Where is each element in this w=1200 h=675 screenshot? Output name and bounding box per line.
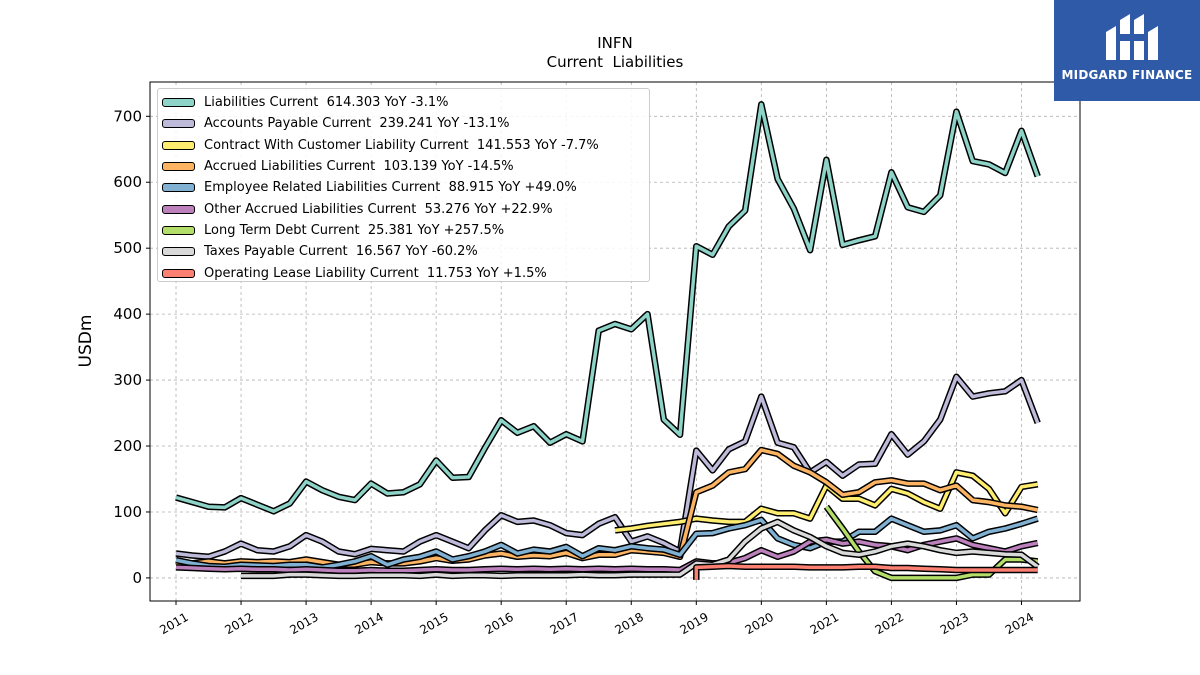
legend-swatch bbox=[162, 162, 195, 172]
legend-label: Accrued Liabilities Current 103.139 YoY … bbox=[204, 159, 514, 175]
y-tick-label: 700 bbox=[113, 107, 142, 125]
x-tick-label: 2018 bbox=[613, 610, 646, 637]
chart-subtitle: Current Liabilities bbox=[547, 53, 684, 71]
brand-logo: MIDGARD FINANCE bbox=[1054, 0, 1200, 101]
legend-label: Taxes Payable Current 16.567 YoY -60.2% bbox=[204, 244, 478, 260]
legend-label: Other Accrued Liabilities Current 53.276… bbox=[204, 201, 553, 217]
legend-item: Contract With Customer Liability Current… bbox=[162, 135, 649, 156]
legend-label: Accounts Payable Current 239.241 YoY -13… bbox=[204, 116, 510, 132]
legend: Liabilities Current 614.303 YoY -3.1% Acc… bbox=[157, 88, 650, 282]
legend-swatch bbox=[162, 183, 195, 193]
legend-label: Employee Related Liabilities Current 88.… bbox=[204, 180, 577, 196]
y-axis: 0 100 200 300 400 500 600 700 bbox=[113, 107, 150, 587]
x-tick-label: 2012 bbox=[222, 610, 255, 637]
legend-swatch bbox=[162, 247, 195, 257]
x-tick-label: 2017 bbox=[547, 610, 580, 637]
legend-item: Taxes Payable Current 16.567 YoY -60.2% bbox=[162, 241, 649, 262]
y-tick-label: 0 bbox=[132, 569, 142, 587]
legend-label: Operating Lease Liability Current 11.753… bbox=[204, 265, 547, 281]
brand-logo-icon bbox=[1106, 14, 1158, 60]
series-lines bbox=[175, 101, 1041, 582]
y-tick-label: 100 bbox=[113, 503, 142, 521]
x-tick-label: 2013 bbox=[287, 610, 320, 637]
x-tick-label: 2024 bbox=[1003, 610, 1036, 637]
legend-item: Liabilities Current 614.303 YoY -3.1% bbox=[162, 92, 649, 113]
legend-item: Long Term Debt Current 25.381 YoY +257.5… bbox=[162, 220, 649, 241]
series-line-accounts-payable-current bbox=[175, 375, 1040, 559]
y-tick-label: 200 bbox=[113, 437, 142, 455]
chart-title: INFN bbox=[597, 34, 633, 52]
series-outline-accounts-payable-current bbox=[175, 373, 1041, 561]
x-tick-label: 2016 bbox=[482, 610, 515, 637]
legend-item: Other Accrued Liabilities Current 53.276… bbox=[162, 198, 649, 219]
y-tick-label: 500 bbox=[113, 239, 142, 257]
legend-swatch bbox=[162, 119, 195, 129]
brand-name: MIDGARD FINANCE bbox=[1061, 68, 1193, 82]
legend-swatch bbox=[162, 140, 195, 150]
series-line-accrued-liabilities-current bbox=[175, 448, 1039, 568]
x-tick-label: 2019 bbox=[678, 610, 711, 637]
y-tick-label: 600 bbox=[113, 173, 142, 191]
series-line-liabilities-current bbox=[175, 102, 1040, 514]
y-axis-label: USDm bbox=[76, 315, 96, 368]
legend-swatch bbox=[162, 268, 195, 278]
legend-label: Long Term Debt Current 25.381 YoY +257.5… bbox=[204, 222, 505, 238]
series-line-taxes-payable-current bbox=[241, 520, 1039, 578]
legend-swatch bbox=[162, 98, 195, 108]
legend-label: Contract With Customer Liability Current… bbox=[204, 137, 599, 153]
legend-item: Accrued Liabilities Current 103.139 YoY … bbox=[162, 156, 649, 177]
y-tick-label: 300 bbox=[113, 371, 142, 389]
x-tick-label: 2014 bbox=[352, 610, 385, 637]
legend-item: Accounts Payable Current 239.241 YoY -13… bbox=[162, 113, 649, 134]
plot-area-frame bbox=[149, 81, 1081, 602]
x-tick-label: 2020 bbox=[743, 610, 776, 637]
legend-swatch bbox=[162, 225, 195, 235]
series-line-operating-lease-liability-current bbox=[694, 564, 1038, 580]
y-tick-label: 400 bbox=[113, 305, 142, 323]
legend-item: Operating Lease Liability Current 11.753… bbox=[162, 262, 649, 283]
x-tick-label: 2022 bbox=[873, 610, 906, 637]
x-tick-label: 2011 bbox=[157, 610, 190, 637]
x-tick-label: 2021 bbox=[808, 610, 841, 637]
x-axis: 2011 2012 2013 2014 2015 2016 2017 2018 2019 2020… bbox=[157, 601, 1036, 637]
x-tick-label: 2015 bbox=[417, 610, 450, 637]
legend-swatch bbox=[162, 204, 195, 214]
legend-label: Liabilities Current 614.303 YoY -3.1% bbox=[204, 95, 449, 111]
legend-item: Employee Related Liabilities Current 88.… bbox=[162, 177, 649, 198]
x-tick-label: 2023 bbox=[938, 610, 971, 637]
